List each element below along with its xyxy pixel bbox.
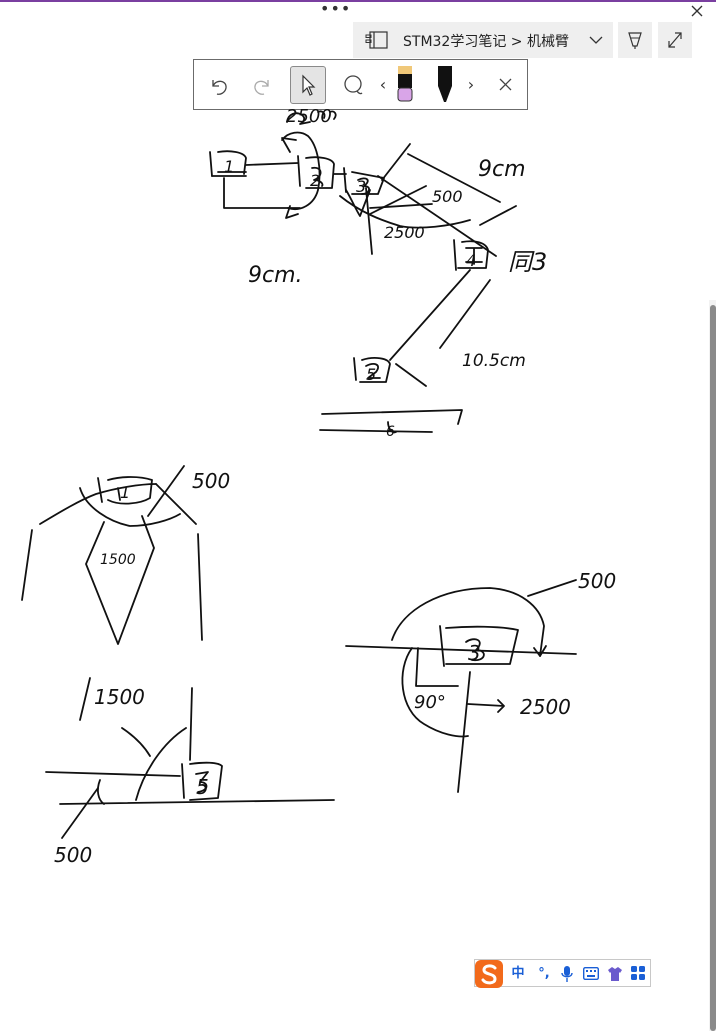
ink-label: 90° (414, 692, 446, 713)
ink-joint-number: 6 (386, 424, 395, 440)
ink-label: 2500 (520, 695, 571, 719)
highlighter-icon (397, 66, 413, 102)
ink-label: 500 (578, 569, 616, 593)
lasso-tool-button[interactable] (335, 66, 371, 104)
ink-joint-number: 2 (310, 171, 320, 190)
ime-toolbar: 中 °, (473, 958, 651, 990)
ink-label: 500 (432, 187, 463, 206)
ink-joint1-diagram (21, 465, 203, 645)
pen-icon (628, 32, 642, 49)
ink-label: 10.5cm (462, 351, 526, 371)
highlighter-button[interactable] (390, 66, 420, 104)
ink-joint-number: 3 (356, 177, 366, 196)
ink-joint3-diagram (345, 579, 577, 793)
toolbox-grid-icon[interactable] (631, 966, 646, 981)
redo-button[interactable] (245, 66, 281, 104)
more-options-icon[interactable]: ••• (320, 0, 352, 18)
undo-icon (212, 80, 227, 95)
ink-label: 9cm. (248, 263, 303, 288)
ink-label: 1500 (100, 552, 136, 568)
select-tool-button[interactable] (290, 66, 326, 104)
ink-joint-number: 5 (366, 365, 376, 384)
microphone-icon[interactable] (561, 965, 573, 983)
expand-icon (668, 32, 682, 48)
title-bar: ••• (0, 0, 716, 22)
ink-joint5-diagram (45, 677, 335, 839)
undo-button[interactable] (200, 66, 236, 104)
ink-label: 同3 (508, 248, 547, 276)
ime-mode-chinese[interactable]: 中 (511, 966, 525, 981)
close-icon (499, 78, 512, 91)
pen-scroll-right-icon[interactable]: › (467, 75, 475, 94)
chevron-down-icon[interactable] (589, 33, 603, 47)
ink-label: 2500 (286, 106, 332, 127)
pen-scroll-left-icon[interactable]: ‹ (379, 75, 387, 94)
window-accent-line (0, 0, 716, 2)
ink-joint-number: 1 (224, 157, 234, 176)
cursor-icon (302, 74, 316, 96)
ink-joint-number: 4 (466, 251, 476, 270)
ink-joint-number: 3 (468, 641, 481, 665)
window-close-icon[interactable] (686, 2, 708, 22)
ink-label: 2500 (384, 223, 425, 242)
redo-icon (254, 80, 269, 95)
ime-punctuation[interactable]: °, (538, 966, 550, 981)
ballpoint-pen-icon (438, 66, 452, 102)
ballpoint-pen-button[interactable] (430, 66, 460, 104)
ink-toolbar: ‹ › (193, 59, 528, 110)
ink-arm-diagram-top (209, 110, 517, 434)
keyboard-icon[interactable] (583, 967, 599, 980)
ink-label: 500 (54, 843, 92, 867)
pen-mode-button[interactable] (618, 22, 652, 58)
ink-label: 9cm (478, 157, 526, 182)
ink-joint-number: 5 (196, 775, 209, 799)
sogou-logo-icon[interactable] (473, 958, 505, 990)
lasso-icon (344, 75, 363, 95)
expand-button[interactable] (658, 22, 692, 58)
ink-joint-number: 1 (120, 483, 130, 502)
ink-label: 1500 (94, 685, 145, 709)
scrollbar-thumb[interactable] (710, 305, 716, 1031)
breadcrumb[interactable]: STM32学习笔记 > 机械臂 (353, 22, 613, 58)
breadcrumb-text[interactable]: STM32学习笔记 > 机械臂 (403, 34, 569, 50)
skin-icon[interactable] (607, 966, 623, 982)
notebook-icon (365, 31, 388, 49)
close-toolbar-button[interactable] (488, 66, 524, 104)
ink-label: 500 (192, 469, 230, 493)
